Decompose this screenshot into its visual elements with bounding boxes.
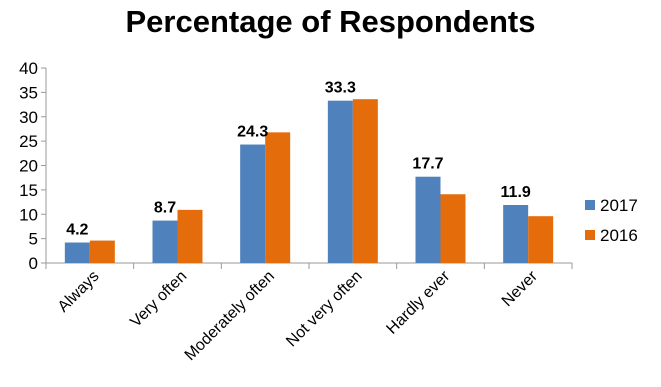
bar-2017-2 — [240, 144, 266, 263]
y-tick-label: 35 — [19, 83, 38, 102]
x-category-label: Moderately often — [182, 268, 278, 364]
x-category-label: Hardly ever — [383, 267, 453, 337]
legend-label: 2017 — [600, 196, 638, 215]
legend-label: 2016 — [600, 226, 638, 245]
data-label: 33.3 — [325, 80, 356, 97]
legend-swatch-2016 — [585, 230, 595, 240]
x-category-label: Very often — [127, 268, 190, 331]
y-tick-label: 25 — [19, 132, 38, 151]
legend-swatch-2017 — [585, 200, 595, 210]
y-tick-label: 30 — [19, 108, 38, 127]
data-label: 4.2 — [66, 222, 88, 239]
bar-2017-3 — [327, 100, 353, 263]
bar-2017-1 — [152, 220, 178, 263]
bar-2017-0 — [64, 242, 90, 263]
data-label: 17.7 — [412, 156, 443, 173]
y-tick-label: 20 — [19, 157, 38, 176]
x-category-label: Always — [55, 268, 103, 316]
y-tick-label: 15 — [19, 181, 38, 200]
x-category-label: Never — [499, 267, 542, 310]
y-tick-label: 5 — [29, 230, 38, 249]
bar-2017-5 — [503, 204, 529, 263]
bar-2016-2 — [265, 132, 291, 263]
bar-2016-1 — [177, 209, 203, 263]
y-tick-label: 10 — [19, 205, 38, 224]
x-category-label: Not very often — [283, 268, 365, 350]
bar-2016-3 — [352, 99, 378, 263]
y-tick-label: 0 — [29, 254, 38, 273]
bar-2016-5 — [528, 216, 554, 263]
data-label: 11.9 — [501, 184, 531, 201]
bar-2016-0 — [89, 240, 115, 263]
y-tick-label: 40 — [19, 59, 38, 78]
data-label: 8.7 — [154, 200, 176, 217]
data-label: 24.3 — [237, 124, 268, 141]
bar-2017-4 — [415, 176, 441, 263]
chart-title: Percentage of Respondents — [125, 4, 536, 39]
bar-2016-4 — [440, 194, 466, 263]
